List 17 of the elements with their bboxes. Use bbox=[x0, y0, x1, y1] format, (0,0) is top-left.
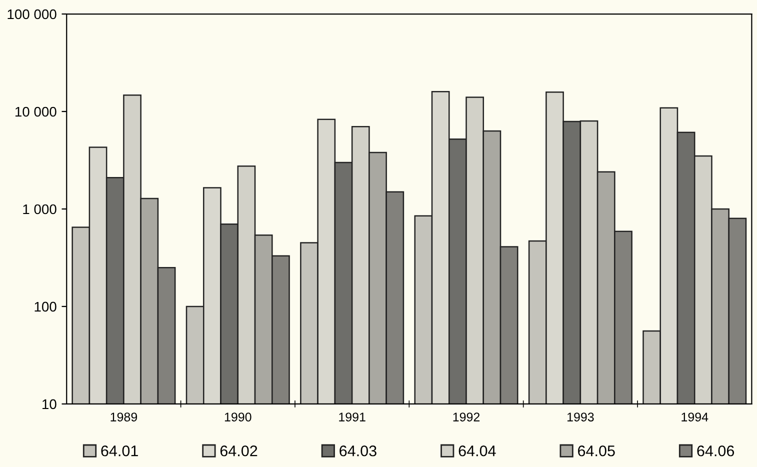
x-tick-label: 1989 bbox=[110, 412, 138, 422]
x-tick-label: 1991 bbox=[339, 412, 366, 422]
y-tick-label: 10 000 bbox=[15, 106, 56, 117]
legend-label: 64.03 bbox=[340, 445, 376, 456]
legend-label: 64.05 bbox=[578, 445, 615, 456]
legend-label: 64.02 bbox=[220, 445, 258, 456]
y-tick-label: 100 bbox=[34, 302, 56, 312]
x-tick-label: 1993 bbox=[567, 412, 594, 422]
x-tick-label: 1992 bbox=[453, 412, 480, 422]
legend-label: 64.04 bbox=[458, 445, 496, 456]
y-tick-label: 10 bbox=[42, 399, 56, 410]
y-tick-label: 1 000 bbox=[23, 204, 56, 214]
y-tick-label: 100 000 bbox=[8, 9, 56, 20]
x-tick-label: 1990 bbox=[224, 412, 252, 422]
legend-label: 64.06 bbox=[697, 445, 734, 456]
legend-label: 64.01 bbox=[101, 445, 138, 456]
x-tick-label: 1994 bbox=[682, 412, 708, 422]
